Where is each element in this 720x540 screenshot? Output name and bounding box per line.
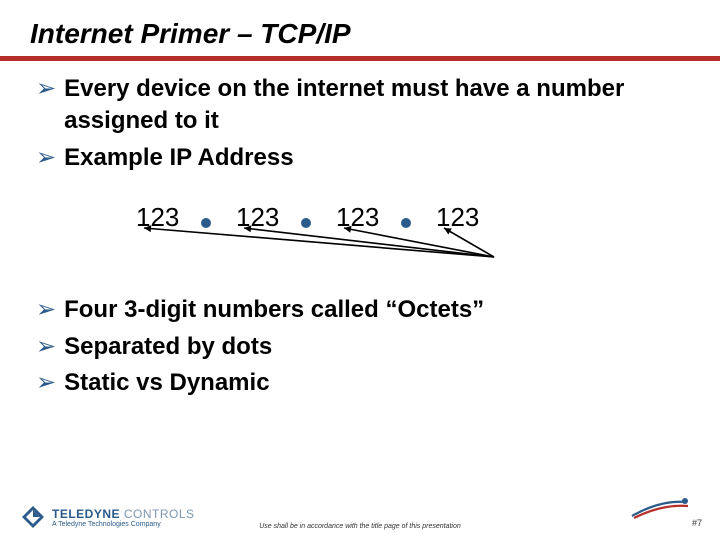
footer-logo: TELEDYNE CONTROLS A Teledyne Technologie…: [20, 504, 195, 530]
bullet-text: Static vs Dynamic: [64, 367, 269, 399]
slide-title: Internet Primer – TCP/IP: [0, 0, 720, 56]
bullet-text: Four 3-digit numbers called “Octets”: [64, 294, 484, 326]
bullet-item: ➢ Static vs Dynamic: [36, 367, 684, 399]
bullet-text: Example IP Address: [64, 142, 293, 174]
logo-text: TELEDYNE CONTROLS A Teledyne Technologie…: [52, 507, 195, 528]
logo-main: TELEDYNE CONTROLS: [52, 507, 195, 521]
ip-dot-icon: [201, 218, 211, 228]
ip-address-row: 123 123 123 123: [136, 202, 684, 272]
ip-dot-icon: [301, 218, 311, 228]
bullet-item: ➢ Every device on the internet must have…: [36, 73, 684, 138]
ip-octet: 123: [436, 202, 479, 233]
bullet-item: ➢ Example IP Address: [36, 142, 684, 174]
ip-dot-icon: [401, 218, 411, 228]
logo-word-b: CONTROLS: [120, 507, 195, 521]
ip-octet: 123: [136, 202, 179, 233]
ip-octet: 123: [336, 202, 379, 233]
footer-swoosh-icon: [630, 496, 690, 520]
chevron-right-icon: ➢: [36, 294, 56, 325]
chevron-right-icon: ➢: [36, 73, 56, 104]
chevron-right-icon: ➢: [36, 142, 56, 173]
footer: TELEDYNE CONTROLS A Teledyne Technologie…: [0, 494, 720, 540]
bullet-item: ➢ Separated by dots: [36, 331, 684, 363]
chevron-right-icon: ➢: [36, 367, 56, 398]
bullet-item: ➢ Four 3-digit numbers called “Octets”: [36, 294, 684, 326]
logo-word-a: TELEDYNE: [52, 507, 120, 521]
footer-note: Use shall be in accordance with the titl…: [259, 523, 461, 530]
page-number: #7: [692, 518, 702, 528]
bullet-text: Separated by dots: [64, 331, 272, 363]
ip-octet: 123: [236, 202, 279, 233]
logo-sub: A Teledyne Technologies Company: [52, 521, 195, 528]
bullet-text: Every device on the internet must have a…: [64, 73, 684, 138]
teledyne-diamond-icon: [20, 504, 46, 530]
chevron-right-icon: ➢: [36, 331, 56, 362]
content-area: ➢ Every device on the internet must have…: [0, 61, 720, 399]
